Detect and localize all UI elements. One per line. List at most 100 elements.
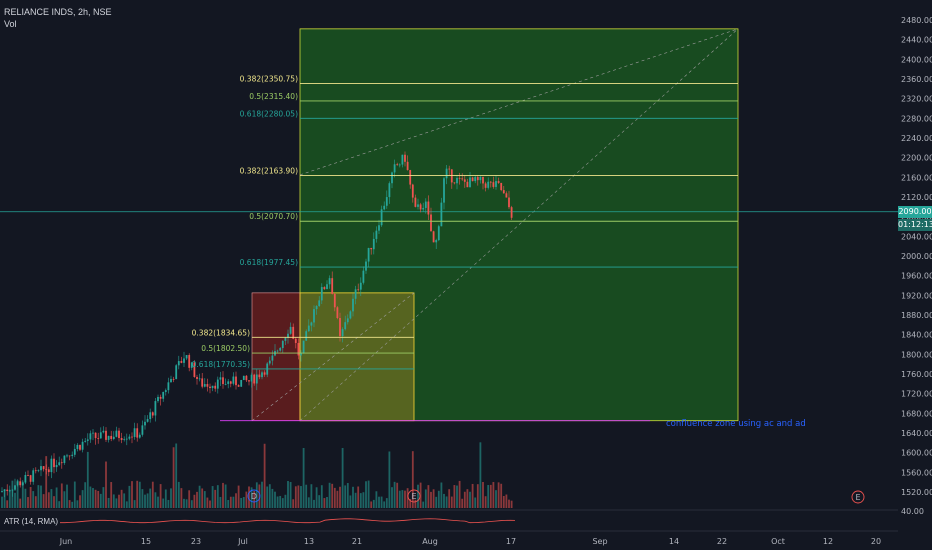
volume-bar <box>331 483 334 508</box>
volume-bar <box>79 495 81 508</box>
volume-bar <box>341 447 344 508</box>
volume-bar <box>370 501 373 508</box>
candle-body <box>227 381 230 384</box>
volume-bar <box>183 498 185 508</box>
trend-diagonal-small <box>251 292 415 421</box>
volume-bar <box>284 494 287 508</box>
candle-body <box>159 396 162 399</box>
price-tick-label: 1720.00 <box>901 390 932 399</box>
confluence-zone <box>299 292 415 422</box>
volume-bar <box>500 483 503 508</box>
candle-body <box>68 455 71 457</box>
volume-bar <box>380 496 383 508</box>
volume-bar <box>474 497 477 508</box>
volume-bar <box>27 497 29 508</box>
time-axis[interactable]: Jun 15 23 Jul 13 21 Aug 17 Sep 14 22 Oct 12 20 <box>0 530 898 546</box>
candle-body <box>344 322 347 330</box>
candle-body <box>448 168 451 170</box>
fib-label: 0.382(2350.75) <box>240 75 298 84</box>
volume-bar <box>188 490 191 508</box>
volume-bar <box>107 497 110 508</box>
volume-bar <box>307 497 310 508</box>
chart-header: RELIANCE INDS, 2h, NSE Vol <box>4 6 112 30</box>
volume-bar <box>11 480 14 508</box>
volume-bar <box>237 485 240 508</box>
event-marker <box>407 489 421 503</box>
volume-bar <box>310 484 313 508</box>
candle-body <box>229 381 232 384</box>
volume-bar <box>222 482 224 508</box>
volume-bar <box>510 500 513 508</box>
volume-bar <box>279 495 282 508</box>
candle-body <box>424 201 427 208</box>
volume-label[interactable]: Vol <box>4 19 17 29</box>
price-axis[interactable]: 2480.00 2440.00 2400.00 2360.00 2320.00 2280.… <box>898 0 932 520</box>
candle-body <box>289 326 292 334</box>
candle-body <box>261 372 263 378</box>
candle-body <box>71 454 74 456</box>
candle-body <box>292 326 295 339</box>
volume-bar <box>58 501 61 508</box>
volume-bar <box>193 494 196 508</box>
candle-body <box>359 282 362 290</box>
candle-body <box>235 376 237 386</box>
volume-bar <box>505 494 508 508</box>
candle-body <box>118 430 120 439</box>
candle-body <box>508 197 510 208</box>
candle-body <box>164 390 167 392</box>
price-tick-label: 2400.00 <box>901 55 932 64</box>
candle-body <box>219 377 222 380</box>
volume-bar <box>157 496 159 508</box>
atr-axis-value: 40.00 <box>901 507 924 516</box>
volume-bar <box>60 483 63 508</box>
candle-body <box>401 154 404 165</box>
candle-body <box>190 362 193 368</box>
price-tick-label: 1840.00 <box>901 331 932 340</box>
volume-bar <box>448 489 451 508</box>
candle-body <box>367 248 370 262</box>
event-marker-label: E <box>855 493 860 502</box>
atr-indicator-label[interactable]: ATR (14, RMA) <box>4 517 59 526</box>
volume-bar <box>138 481 141 508</box>
candle-body <box>450 169 453 183</box>
volume-bar <box>453 485 456 508</box>
volume-bar <box>29 487 32 508</box>
candle-body <box>131 436 133 438</box>
volume-bar <box>440 482 443 508</box>
fib-levels: 0.382(2350.75) 0.5(2315.40) 0.618(2280.05)… <box>192 75 738 370</box>
volume-bar <box>206 497 209 508</box>
candle-body <box>432 231 435 243</box>
fib-label: 0.618(1770.35) <box>192 360 250 369</box>
candle-body <box>89 433 92 440</box>
price-tick-label: 2280.00 <box>901 114 932 123</box>
candle-body <box>300 353 302 356</box>
price-tick-label: 2040.00 <box>901 232 932 241</box>
volume-series <box>1 442 513 508</box>
volume-bar <box>110 482 113 508</box>
volume-bar <box>427 485 430 508</box>
candle-body <box>414 197 417 207</box>
candle-body <box>271 355 274 361</box>
volume-bar <box>172 447 175 508</box>
volume-bar <box>229 496 232 508</box>
candle-body <box>242 375 245 380</box>
symbol-title[interactable]: RELIANCE INDS, 2h, NSE <box>4 7 112 17</box>
volume-bar <box>37 485 40 508</box>
candle-body <box>297 342 300 356</box>
price-tick-label: 1600.00 <box>901 449 932 458</box>
candle-body <box>315 306 318 310</box>
volume-bar <box>320 485 323 508</box>
price-tick-label: 1880.00 <box>901 311 932 320</box>
candle-body <box>203 384 206 387</box>
volume-bar <box>71 501 74 508</box>
volume-bar <box>162 498 165 508</box>
volume-bar <box>482 481 484 508</box>
volume-bar <box>185 499 188 508</box>
candle-body <box>476 177 479 181</box>
candle-body <box>232 376 235 384</box>
volume-bar <box>89 486 92 508</box>
candle-body <box>484 183 487 188</box>
volume-bar <box>21 481 24 508</box>
